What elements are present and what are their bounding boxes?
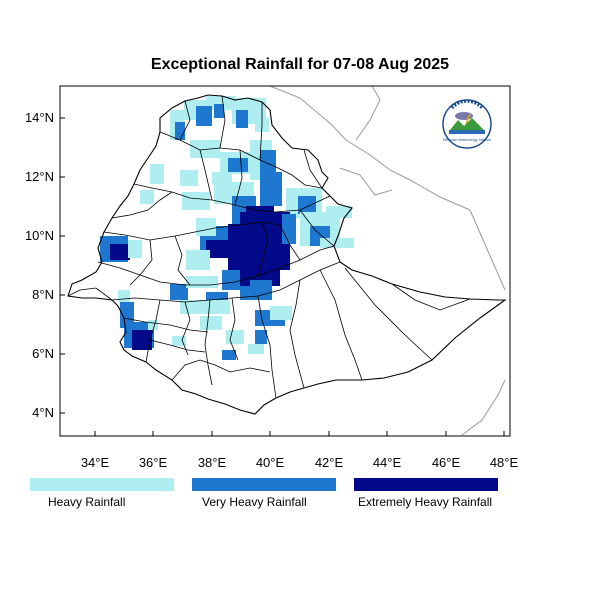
rainfall-cell xyxy=(298,196,316,214)
y-tick-label: 8°N xyxy=(32,287,54,302)
rainfall-cell xyxy=(326,206,352,218)
rainfall-cell xyxy=(228,158,248,172)
rainfall-cell xyxy=(150,164,164,184)
rainfall-cell xyxy=(120,302,134,328)
rainfall-cell xyxy=(118,290,130,302)
rainfall-cell xyxy=(186,250,210,270)
rainfall-cell xyxy=(148,320,158,330)
logo-text: Ethiopian Meteorology Institute xyxy=(443,138,491,142)
legend-label-very-heavy: Very Heavy Rainfall xyxy=(202,495,307,509)
x-tick-label: 40°E xyxy=(256,455,285,470)
rainfall-cell xyxy=(206,96,236,110)
x-tick-label: 46°E xyxy=(432,455,461,470)
admin-boundaries xyxy=(67,95,471,399)
legend-label-extremely-heavy: Extremely Heavy Rainfall xyxy=(358,495,493,509)
rainfall-cell xyxy=(170,284,188,300)
rainfall-cell xyxy=(206,240,234,258)
x-tick-label: 34°E xyxy=(81,455,110,470)
rainfall-cell xyxy=(196,218,216,236)
neighbor-borders xyxy=(269,85,506,436)
rainfall-cell xyxy=(196,106,212,126)
rainfall-cell xyxy=(320,238,354,248)
legend-swatch-heavy xyxy=(30,478,174,491)
rainfall-cell xyxy=(200,316,222,330)
rainfall-cell xyxy=(248,344,264,354)
y-tick-label: 6°N xyxy=(32,346,54,361)
rainfall-cells xyxy=(100,96,354,360)
rainfall-cell xyxy=(180,300,230,314)
rainfall-cell xyxy=(222,350,236,360)
rainfall-cell xyxy=(206,292,228,302)
rainfall-cell xyxy=(226,330,244,344)
rainfall-cell xyxy=(270,306,292,320)
map-title: Exceptional Rainfall for 07-08 Aug 2025 xyxy=(150,56,450,73)
meteorology-institute-logo-icon: Ethiopian Meteorology Institute xyxy=(442,99,492,149)
y-tick-label: 4°N xyxy=(32,405,54,420)
rainfall-cell xyxy=(240,212,260,226)
x-tick-label: 42°E xyxy=(315,455,344,470)
y-tick-label: 10°N xyxy=(25,228,54,243)
y-tick-labels: 14°N 12°N 10°N 8°N 6°N 4°N xyxy=(25,110,54,420)
rainfall-cell xyxy=(186,276,218,288)
rainfall-cell xyxy=(182,192,210,210)
rainfall-cell xyxy=(132,330,152,350)
legend-swatch-very-heavy xyxy=(192,478,336,491)
rainfall-cell xyxy=(172,336,186,346)
rainfall-cell xyxy=(175,122,185,140)
rainfall-cell xyxy=(222,270,240,290)
rainfall-cell xyxy=(236,110,248,128)
x-tick-label: 44°E xyxy=(373,455,402,470)
rainfall-cell xyxy=(190,140,220,158)
x-tick-labels: 34°E 36°E 38°E 40°E 42°E 44°E 46°E 48°E xyxy=(81,455,519,470)
country-border xyxy=(67,94,507,415)
axis-ticks xyxy=(60,117,505,436)
legend-swatch-extremely-heavy xyxy=(354,478,498,491)
rainfall-cell xyxy=(282,214,296,244)
rainfall-cell xyxy=(255,330,267,344)
rainfall-cell xyxy=(212,172,232,184)
y-tick-label: 12°N xyxy=(25,169,54,184)
x-tick-label: 36°E xyxy=(139,455,168,470)
rainfall-cell xyxy=(140,190,154,204)
x-tick-label: 48°E xyxy=(490,455,519,470)
rainfall-cell xyxy=(180,170,198,186)
x-tick-label: 38°E xyxy=(198,455,227,470)
rainfall-cell xyxy=(250,280,272,296)
rainfall-cell xyxy=(128,240,142,258)
map-frame xyxy=(59,85,511,437)
rainfall-cell xyxy=(214,104,224,118)
y-tick-label: 14°N xyxy=(25,110,54,125)
rainfall-cell xyxy=(262,186,282,206)
rainfall-cell xyxy=(110,244,130,260)
legend-label-heavy: Heavy Rainfall xyxy=(48,495,126,509)
